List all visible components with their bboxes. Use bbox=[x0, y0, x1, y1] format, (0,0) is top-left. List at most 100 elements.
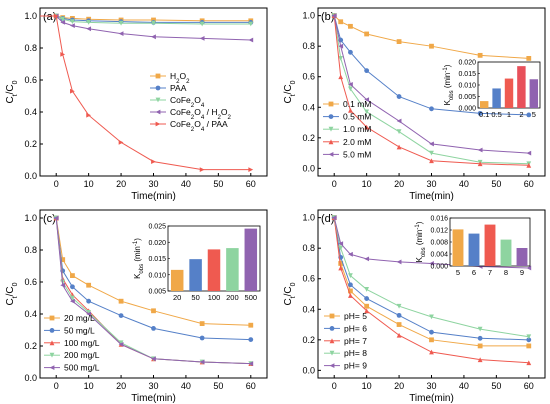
inset-y-tick-label: 0.000 bbox=[458, 106, 476, 113]
legend-marker bbox=[328, 126, 334, 132]
data-point bbox=[477, 161, 483, 167]
legend-marker bbox=[329, 350, 335, 356]
data-point bbox=[364, 256, 370, 262]
data-point bbox=[477, 326, 483, 332]
data-point bbox=[199, 167, 205, 172]
data-point bbox=[118, 298, 124, 304]
y-tick-label: 0.8 bbox=[302, 243, 315, 253]
series-line bbox=[333, 217, 529, 341]
x-tick-label: 50 bbox=[213, 179, 223, 189]
data-point bbox=[338, 56, 344, 61]
legend-label: CoFe2O4 / PAA bbox=[170, 119, 228, 133]
x-tick-label: 50 bbox=[213, 381, 223, 391]
legend-label: 500 mg/L bbox=[64, 363, 100, 373]
x-axis-title: Time(min) bbox=[131, 393, 176, 404]
panel-label: (d) bbox=[321, 213, 334, 225]
data-point bbox=[151, 34, 156, 40]
x-tick-label: 10 bbox=[362, 381, 372, 391]
x-tick-label: 0 bbox=[54, 381, 59, 391]
inset-bar bbox=[529, 79, 539, 108]
y-tick-label: 0.2 bbox=[302, 335, 315, 345]
inset-bar bbox=[484, 224, 496, 266]
y-tick-label: 0.2 bbox=[302, 133, 315, 143]
legend-label: pH= 5 bbox=[344, 311, 367, 321]
legend-label: 20 mg/L bbox=[64, 313, 95, 323]
inset-x-tick-label: 9 bbox=[520, 268, 524, 277]
data-point bbox=[331, 13, 337, 19]
legend-marker bbox=[155, 109, 161, 115]
y-axis-title: Ct/C0 bbox=[5, 80, 19, 103]
data-point bbox=[60, 16, 66, 22]
legend-label: CoFe2O4 / H2O2 bbox=[170, 107, 232, 121]
y-tick-label: 0.0 bbox=[24, 373, 37, 383]
inset-y-tick-label: 0.005 bbox=[458, 94, 476, 101]
y-tick-label: 0.6 bbox=[24, 75, 37, 85]
data-point bbox=[364, 31, 370, 37]
series-5 bbox=[40, 13, 254, 172]
data-point bbox=[429, 158, 434, 164]
data-point bbox=[526, 360, 532, 366]
inset-bar-chart: 0.005 0.010 0.015 0.020 0.025 20 50 100 200 500 Ko… bbox=[133, 224, 261, 302]
legend-label: pH= 7 bbox=[344, 336, 367, 346]
legend-label: 100 mg/L bbox=[64, 338, 100, 348]
series-line bbox=[333, 217, 529, 338]
y-tick-label: 0.4 bbox=[24, 107, 37, 117]
inset-bar-chart: 0.000 0.004 0.008 0.012 0.016 5 6 7 8 9 Kobs (min-… bbox=[415, 216, 531, 277]
inset-bar bbox=[492, 88, 501, 108]
inset-y-tick-label: 0.010 bbox=[148, 272, 166, 279]
series-line bbox=[333, 15, 529, 154]
data-point bbox=[364, 308, 370, 314]
x-axis-title: Time(min) bbox=[409, 393, 454, 404]
y-tick-label: 0.8 bbox=[24, 43, 37, 53]
data-point bbox=[338, 74, 344, 80]
data-point bbox=[86, 20, 92, 25]
data-point bbox=[348, 49, 353, 55]
data-point bbox=[70, 295, 75, 301]
legend-marker bbox=[155, 73, 161, 79]
data-point bbox=[396, 129, 402, 135]
x-tick-label: 50 bbox=[491, 179, 501, 189]
data-point bbox=[199, 21, 205, 27]
data-point bbox=[364, 68, 370, 74]
data-point bbox=[526, 337, 532, 343]
data-point bbox=[53, 215, 59, 221]
legend: 0.1 mM 0.5 mM 1.0 mM 2.0 mM 5.0 mM bbox=[323, 99, 371, 159]
data-point bbox=[429, 141, 434, 147]
y-tick-label: 0.6 bbox=[302, 274, 315, 284]
legend: 20 mg/L 50 mg/L 100 mg/L 200 mg/L 500 mg/L bbox=[44, 313, 100, 373]
inset-x-tick-label: 50 bbox=[191, 293, 199, 302]
data-point bbox=[248, 337, 254, 342]
legend-marker bbox=[49, 365, 55, 370]
data-point bbox=[364, 109, 370, 115]
legend-label: 2.0 mM bbox=[343, 137, 371, 147]
data-point bbox=[331, 215, 337, 221]
inset-x-tick-label: 6 bbox=[472, 268, 476, 277]
data-point bbox=[396, 39, 402, 44]
data-point bbox=[364, 287, 370, 292]
series-3 bbox=[331, 215, 532, 366]
data-point bbox=[396, 118, 402, 124]
series-line bbox=[333, 15, 529, 166]
inset-x-tick-label: 7 bbox=[488, 268, 492, 277]
data-point bbox=[60, 282, 66, 288]
data-point bbox=[526, 162, 532, 168]
series-line bbox=[55, 217, 251, 341]
data-point bbox=[396, 144, 402, 150]
data-point bbox=[199, 36, 205, 41]
data-point bbox=[86, 298, 92, 304]
plot-frame bbox=[39, 7, 268, 177]
x-tick-label: 30 bbox=[426, 381, 436, 391]
data-point bbox=[70, 23, 75, 28]
data-point bbox=[396, 322, 402, 327]
y-tick-label: 0.2 bbox=[24, 341, 37, 351]
y-tick-label: 1.0 bbox=[24, 11, 37, 21]
legend-label: H2O2 bbox=[170, 71, 190, 85]
data-point bbox=[199, 321, 205, 326]
y-tick-label: 1.0 bbox=[302, 213, 315, 223]
data-point bbox=[248, 21, 254, 27]
series-line bbox=[333, 15, 529, 59]
legend-marker bbox=[49, 340, 55, 346]
inset-y-axis-title: Kobs (min-1) bbox=[415, 221, 427, 262]
data-point bbox=[364, 124, 370, 130]
data-point bbox=[338, 261, 344, 266]
